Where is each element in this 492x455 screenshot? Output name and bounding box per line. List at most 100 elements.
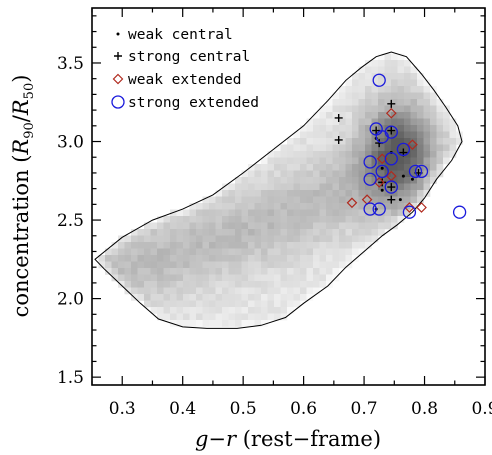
density-cell xyxy=(332,268,340,275)
density-cell xyxy=(170,294,177,301)
density-cell xyxy=(332,216,340,223)
density-cell xyxy=(326,209,333,217)
density-cell xyxy=(391,131,398,139)
density-cell xyxy=(105,268,112,275)
density-cell xyxy=(300,255,307,262)
density-cell xyxy=(430,99,437,106)
density-cell xyxy=(397,66,405,74)
density-cell xyxy=(209,196,216,204)
density-cell xyxy=(241,177,249,184)
density-cell xyxy=(319,229,327,236)
density-cell xyxy=(326,151,333,158)
density-cell xyxy=(430,138,437,145)
density-cell xyxy=(300,209,307,217)
density-cell xyxy=(163,307,171,314)
density-cell xyxy=(144,281,151,288)
density-cell xyxy=(131,268,138,275)
density-cell xyxy=(339,248,346,256)
density-cell xyxy=(345,190,353,197)
density-cell xyxy=(163,300,171,308)
density-cell xyxy=(417,105,424,113)
density-cell xyxy=(313,255,320,262)
density-cell xyxy=(417,177,424,184)
density-cell xyxy=(332,118,340,126)
x-tick-label: 0.5 xyxy=(230,399,257,419)
density-cell xyxy=(319,164,327,171)
density-cell xyxy=(293,216,301,223)
density-cell xyxy=(345,216,353,223)
density-cell xyxy=(202,222,210,230)
density-cell xyxy=(293,248,301,256)
density-cell xyxy=(384,118,392,126)
density-cell xyxy=(404,190,411,197)
density-cell xyxy=(215,313,223,321)
density-cell xyxy=(332,99,340,106)
density-cell xyxy=(124,235,132,243)
density-cell xyxy=(215,196,223,204)
density-cell xyxy=(313,242,320,249)
density-cell xyxy=(235,177,242,184)
density-cell xyxy=(280,216,288,223)
density-cell xyxy=(417,112,424,119)
density-cell xyxy=(202,261,210,269)
density-cell xyxy=(274,242,281,249)
density-cell xyxy=(404,196,411,204)
density-cell xyxy=(352,216,359,223)
density-cell xyxy=(189,203,197,210)
density-cell xyxy=(261,242,268,249)
legend-label-weak-extended: weak extended xyxy=(128,72,242,88)
density-cell xyxy=(345,118,353,126)
density-cell xyxy=(228,307,236,314)
density-cell xyxy=(209,235,216,243)
density-cell xyxy=(222,274,229,282)
density-cell xyxy=(235,190,242,197)
density-cell xyxy=(358,242,366,249)
density-cell xyxy=(293,235,301,243)
density-cell xyxy=(209,203,216,210)
density-cell xyxy=(449,131,457,139)
density-cell xyxy=(163,229,171,236)
density-cell xyxy=(215,190,223,197)
density-cell xyxy=(170,261,177,269)
density-cell xyxy=(358,203,366,210)
density-cell xyxy=(358,73,366,80)
density-cell xyxy=(124,242,132,249)
density-cell xyxy=(404,79,411,87)
density-cell xyxy=(371,125,379,132)
y-tick-label: 2.5 xyxy=(57,211,84,231)
density-cell xyxy=(189,274,197,282)
density-cell xyxy=(293,170,301,178)
density-cell xyxy=(293,287,301,295)
density-cell xyxy=(300,229,307,236)
density-cell xyxy=(215,320,223,327)
density-cell xyxy=(261,313,268,321)
density-cell xyxy=(319,131,327,139)
plus-marker xyxy=(334,135,343,144)
density-cell xyxy=(280,183,288,191)
density-cell xyxy=(313,190,320,197)
density-cell xyxy=(404,170,411,178)
density-cell xyxy=(287,248,294,256)
density-cell xyxy=(332,164,340,171)
density-cell xyxy=(248,222,255,230)
density-cell xyxy=(248,164,255,171)
density-cell xyxy=(267,216,275,223)
density-cell xyxy=(280,274,288,282)
circle-marker xyxy=(363,202,377,216)
density-cell xyxy=(410,151,418,158)
density-cell xyxy=(404,209,411,217)
density-cell xyxy=(378,203,385,210)
circle-marker xyxy=(384,152,398,166)
density-cell xyxy=(306,183,314,191)
density-cell xyxy=(287,183,294,191)
density-cell xyxy=(339,196,346,204)
density-cell xyxy=(170,281,177,288)
density-cell xyxy=(352,73,359,80)
density-cell xyxy=(384,73,392,80)
density-cell xyxy=(274,294,281,301)
density-cell xyxy=(274,248,281,256)
density-cell xyxy=(397,203,405,210)
circle-marker xyxy=(408,164,423,179)
density-cell xyxy=(222,229,229,236)
density-cell xyxy=(222,307,229,314)
